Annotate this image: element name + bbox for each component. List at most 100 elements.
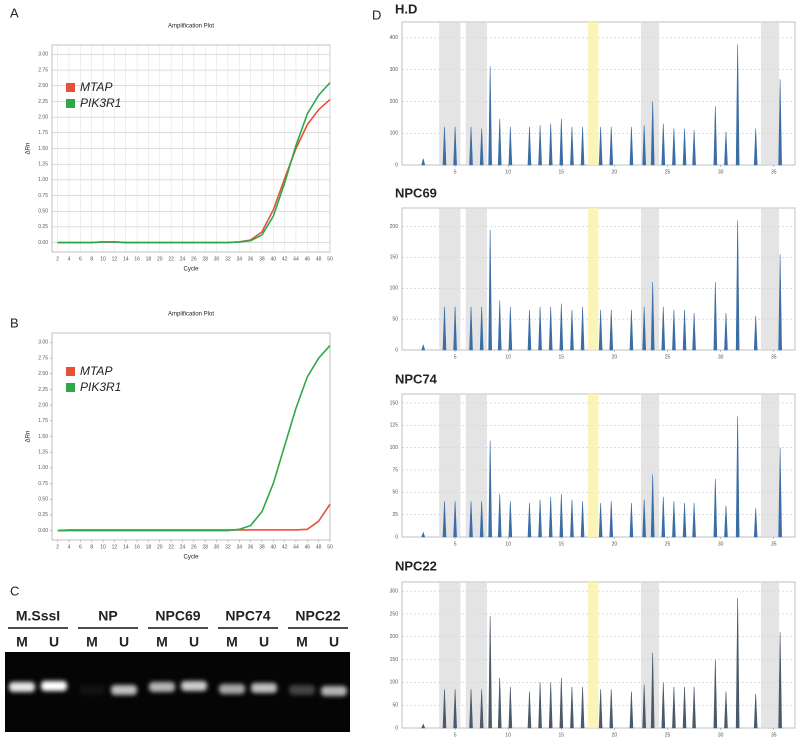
peak [598,503,603,538]
peak [692,686,696,729]
x-tick-label: 30 [214,256,220,262]
peak [469,501,473,538]
x-axis-label: Cycle [183,555,199,561]
peak [661,682,666,729]
peak [609,309,614,351]
y-tick-label: 2.25 [38,387,48,393]
peak [609,501,614,538]
peak [682,503,687,538]
peak [527,309,532,351]
peak [642,684,646,729]
cpg-site-shade [465,582,487,728]
x-tick-label: 18 [146,544,152,550]
x-tick-label: 25 [665,354,671,360]
peak [598,126,603,166]
x-tick-label: 44 [293,256,299,262]
legend-swatch [66,99,75,108]
gel-band [41,681,67,691]
x-tick-label: 30 [214,544,220,550]
sample-label: M.SssI [16,608,60,624]
x-tick-label: 35 [771,354,777,360]
y-tick-label: 0.50 [38,209,48,215]
peak [559,118,564,166]
x-tick-label: 20 [612,354,618,360]
peak [469,689,473,729]
y-tick-label: 200 [390,99,399,105]
x-tick-label: 15 [559,169,565,175]
y-tick-label: 2.25 [38,99,48,105]
y-tick-label: 0.25 [38,512,48,518]
cpg-site-shade [439,208,461,350]
y-tick-label: 0.25 [38,224,48,230]
x-tick-label: 2 [56,544,59,550]
y-tick-label: 100 [390,680,399,686]
y-tick-label: 2.00 [38,402,48,408]
cpg-site-shade [465,22,487,165]
y-axis-label: ΔRn [26,143,32,155]
control-shade [587,208,599,350]
y-tick-label: 50 [392,316,398,322]
x-tick-label: 46 [305,544,311,550]
peak [713,478,718,538]
x-tick-label: 16 [134,256,140,262]
y-axis-label: ΔRn [26,431,32,443]
sample-label: NP [98,608,117,624]
x-tick-label: 30 [718,354,724,360]
legend-swatch [66,83,75,92]
y-tick-label: 0 [395,162,398,168]
peak [692,130,696,166]
peak [713,282,718,351]
peak [442,306,447,351]
lane-label: M [16,634,28,650]
x-tick-label: 26 [191,544,197,550]
x-tick-label: 8 [90,544,93,550]
y-tick-label: 2.50 [38,83,48,89]
peak [580,306,585,351]
gel-band [251,683,277,693]
sample-label: NPC74 [225,608,270,624]
cpg-site-shade [465,208,487,350]
peak [469,306,473,351]
x-tick-label: 44 [293,544,299,550]
peak [642,306,646,351]
y-tick-label: 25 [392,512,398,518]
peak [527,126,532,166]
x-tick-label: 28 [202,544,208,550]
x-tick-label: 36 [248,544,254,550]
x-tick-label: 50 [327,256,333,262]
peak [453,689,457,729]
x-tick-label: 40 [270,544,276,550]
peak [442,689,447,729]
x-tick-label: 38 [259,544,265,550]
x-tick-label: 10 [505,169,511,175]
peak [650,101,655,166]
peak [548,682,553,729]
lane-label: M [296,634,308,650]
y-tick-label: 300 [390,67,399,73]
peak [629,691,634,729]
peak [488,440,492,538]
peak [538,682,542,729]
peak [650,474,655,538]
x-tick-label: 50 [327,544,333,550]
peak [629,503,634,538]
peak [629,309,634,351]
peak [672,309,676,351]
gel-band [9,682,35,692]
peak [778,447,782,538]
y-tick-label: 1.25 [38,162,48,168]
y-tick-label: 2.75 [38,355,48,361]
peak [753,128,758,166]
sample-label: NPC22 [295,608,340,624]
x-tick-label: 25 [665,732,671,738]
x-tick-label: 15 [559,354,565,360]
x-tick-label: 8 [90,256,93,262]
x-tick-label: 20 [157,256,163,262]
peak [570,499,574,538]
peak [479,128,484,166]
peak [488,66,492,166]
y-tick-label: 75 [392,467,398,473]
peak [479,501,484,538]
peak [650,652,655,729]
cpg-site-shade [439,394,461,537]
